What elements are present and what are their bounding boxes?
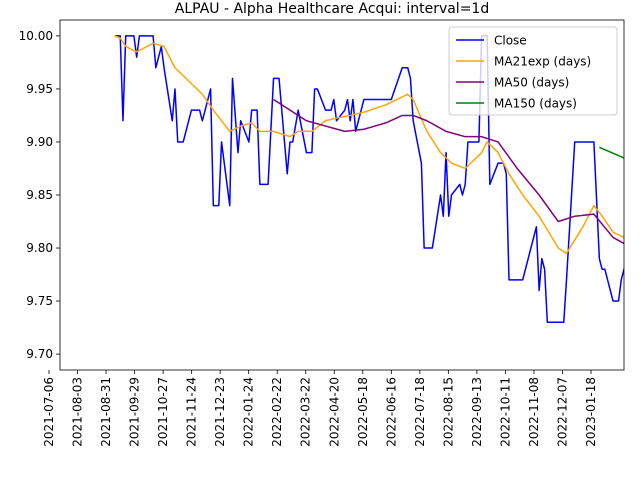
- x-axis: 2021-07-06 2021-08-03 2021-08-31 2021-09-29…: [42, 370, 598, 447]
- x-tick-label: 2021-08-31: [99, 377, 113, 447]
- y-tick-label: 10.00: [19, 29, 53, 43]
- y-tick-label: 9.80: [26, 241, 53, 255]
- series-lines: [114, 35, 624, 324]
- x-tick-label: 2022-09-13: [470, 377, 484, 447]
- legend-label: MA50 (days): [494, 76, 569, 90]
- y-tick-label: 9.75: [26, 294, 53, 308]
- chart-title: ALPAU - Alpha Healthcare Acqui: interval…: [175, 1, 489, 17]
- x-tick-label: 2022-07-18: [413, 377, 427, 447]
- x-tick-label: 2022-08-15: [441, 377, 455, 447]
- x-tick-label: 2021-09-29: [128, 377, 142, 447]
- x-tick-label: 2022-12-07: [555, 377, 569, 447]
- x-tick-label: 2022-03-22: [299, 377, 313, 447]
- y-tick-label: 9.95: [26, 82, 53, 96]
- series-line-ma50-days: [273, 98, 624, 245]
- y-axis: 9.70 9.75 9.80 9.85 9.90 9.95 10.00: [19, 29, 60, 361]
- y-tick-label: 9.85: [26, 188, 53, 202]
- legend-label: MA150 (days): [494, 97, 577, 111]
- x-tick-label: 2021-07-06: [42, 377, 56, 447]
- x-tick-label: 2023-01-18: [584, 377, 598, 447]
- y-tick-label: 9.70: [26, 347, 53, 361]
- y-tick-label: 9.90: [26, 135, 53, 149]
- x-tick-label: 2022-11-08: [527, 377, 541, 447]
- legend-box: [448, 26, 618, 116]
- x-tick-label: 2022-02-22: [270, 377, 284, 447]
- series-line-close: [114, 35, 624, 324]
- series-line-ma21exp-days: [114, 35, 624, 255]
- x-tick-label: 2022-01-24: [242, 377, 256, 447]
- x-tick-label: 2021-11-24: [185, 377, 199, 447]
- x-tick-label: 2022-06-16: [384, 377, 398, 447]
- x-tick-label: 2021-10-27: [156, 377, 170, 447]
- legend: Close MA21exp (days) MA50 (days) MA150 (day…: [448, 26, 618, 116]
- x-tick-label: 2022-04-20: [327, 377, 341, 447]
- x-tick-label: 2021-08-03: [71, 377, 85, 447]
- x-tick-label: 2022-10-11: [498, 377, 512, 447]
- legend-label: Close: [494, 34, 527, 48]
- x-tick-label: 2021-12-23: [213, 377, 227, 447]
- x-tick-label: 2022-05-18: [356, 377, 370, 447]
- legend-label: MA21exp (days): [494, 55, 591, 69]
